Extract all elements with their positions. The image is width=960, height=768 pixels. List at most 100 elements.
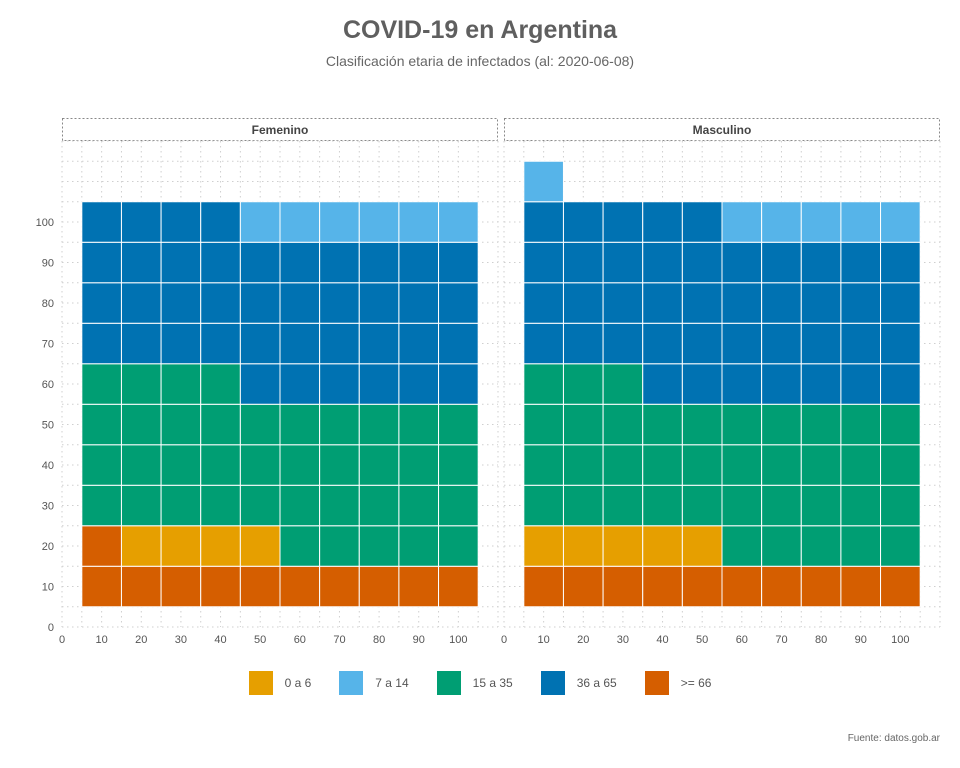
waffle-cell-0-56: [319, 363, 360, 405]
facet-strip-1: [504, 118, 940, 141]
waffle-cell-1-37: [800, 444, 842, 486]
waffle-cell-0-87: [358, 241, 400, 284]
x-tick-label-0-0: 0: [59, 634, 65, 646]
waffle-cell-0-55: [279, 363, 321, 405]
waffle-cell-0-41: [120, 403, 162, 446]
waffle-cell-0-57: [358, 363, 400, 405]
y-tick-label-70: 70: [42, 339, 54, 351]
waffle-cell-1-66: [761, 322, 802, 365]
waffle-cell-0-27: [358, 484, 400, 527]
waffle-cell-1-91: [562, 201, 604, 243]
waffle-cell-1-10: [523, 525, 564, 567]
legend-item-2: 15 a 35: [436, 671, 513, 695]
waffle-cell-1-43: [642, 403, 683, 446]
waffle-cell-0-58: [398, 363, 440, 405]
waffle-cell-0-92: [160, 201, 202, 243]
waffle-cell-1-6: [761, 565, 802, 608]
chart-title: COVID-19 en Argentina: [342, 16, 618, 44]
y-tick-label-20: 20: [42, 541, 54, 553]
x-tick-label-1-100: 100: [891, 634, 909, 646]
waffle-cell-1-81: [562, 241, 604, 284]
waffle-cell-0-44: [239, 403, 281, 446]
waffle-cell-0-7: [358, 565, 400, 608]
waffle-cell-1-5: [721, 565, 763, 608]
waffle-cell-0-50: [81, 363, 122, 405]
waffle-cell-0-76: [319, 282, 360, 324]
waffle-cell-1-19: [880, 525, 921, 567]
x-tick-label-0-50: 50: [254, 634, 266, 646]
legend-swatch-3: [540, 671, 565, 695]
waffle-cell-0-38: [398, 444, 440, 486]
legend-label-2: 15 a 35: [472, 676, 513, 690]
waffle-cell-1-2: [602, 565, 644, 608]
waffle-cell-0-16: [319, 525, 360, 567]
waffle-cell-1-86: [761, 241, 802, 284]
waffle-cell-0-11: [120, 525, 162, 567]
waffle-cell-1-72: [602, 282, 644, 324]
waffle-cell-0-28: [398, 484, 440, 527]
waffle-cell-1-59: [880, 363, 921, 405]
waffle-cell-0-25: [279, 484, 321, 527]
y-tick-label-80: 80: [42, 298, 54, 310]
waffle-cell-1-39: [880, 444, 921, 486]
legend-label-4: >= 66: [680, 676, 712, 690]
waffle-cell-1-30: [523, 444, 564, 486]
waffle-cell-1-79: [880, 282, 921, 324]
waffle-cell-1-48: [840, 403, 882, 446]
x-tick-label-1-10: 10: [538, 634, 550, 646]
waffle-cell-0-85: [279, 241, 321, 284]
waffle-cell-0-99: [438, 201, 479, 243]
x-tick-label-0-40: 40: [214, 634, 226, 646]
legend-label-3: 36 a 65: [576, 676, 617, 690]
waffle-cell-0-74: [239, 282, 281, 324]
x-tick-label-0-90: 90: [413, 634, 425, 646]
waffle-cell-0-52: [160, 363, 202, 405]
waffle-cell-0-32: [160, 444, 202, 486]
waffle-cell-0-40: [81, 403, 122, 446]
waffle-cell-1-89: [880, 241, 921, 284]
waffle-cell-1-97: [800, 201, 842, 243]
x-tick-label-1-50: 50: [696, 634, 708, 646]
waffle-cell-0-53: [200, 363, 241, 405]
waffle-cell-1-27: [800, 484, 842, 527]
waffle-cell-0-63: [200, 322, 241, 365]
waffle-cell-1-24: [681, 484, 723, 527]
x-tick-label-1-20: 20: [577, 634, 589, 646]
waffle-cell-0-98: [398, 201, 440, 243]
waffle-cell-0-48: [398, 403, 440, 446]
x-tick-label-0-60: 60: [294, 634, 306, 646]
y-tick-label-0: 0: [48, 622, 54, 634]
waffle-cell-1-100: [523, 160, 564, 203]
x-tick-label-0-80: 80: [373, 634, 385, 646]
waffle-cell-0-4: [239, 565, 281, 608]
waffle-cell-1-9: [880, 565, 921, 608]
waffle-cell-0-12: [160, 525, 202, 567]
chart-subtitle: Clasificación etaria de infectados (al: …: [325, 53, 635, 69]
waffle-cell-0-68: [398, 322, 440, 365]
waffle-cell-0-75: [279, 282, 321, 324]
waffle-cell-0-49: [438, 403, 479, 446]
waffle-cell-0-3: [200, 565, 241, 608]
waffle-cell-1-47: [800, 403, 842, 446]
x-tick-label-1-30: 30: [617, 634, 629, 646]
x-tick-label-1-90: 90: [855, 634, 867, 646]
waffle-cell-1-11: [562, 525, 604, 567]
waffle-cell-1-49: [880, 403, 921, 446]
facet-panel-1: Masculino 0 10 20 30 40 50 60 70 80 90 100: [501, 118, 941, 646]
waffle-cell-0-8: [398, 565, 440, 608]
waffle-cell-1-58: [840, 363, 882, 405]
waffle-cell-1-45: [721, 403, 763, 446]
waffle-cell-1-14: [681, 525, 723, 567]
waffle-cell-1-15: [721, 525, 763, 567]
waffle-cell-0-80: [81, 241, 122, 284]
waffle-cell-1-68: [840, 322, 882, 365]
legend-swatch-2: [436, 671, 461, 695]
waffle-cell-1-96: [761, 201, 802, 243]
waffle-cell-0-89: [438, 241, 479, 284]
waffle-cell-0-61: [120, 322, 162, 365]
legend-item-4: >= 66: [644, 671, 712, 695]
waffle-cell-0-62: [160, 322, 202, 365]
waffle-cell-1-94: [681, 201, 723, 243]
waffle-cell-0-71: [120, 282, 162, 324]
waffle-cell-0-35: [279, 444, 321, 486]
